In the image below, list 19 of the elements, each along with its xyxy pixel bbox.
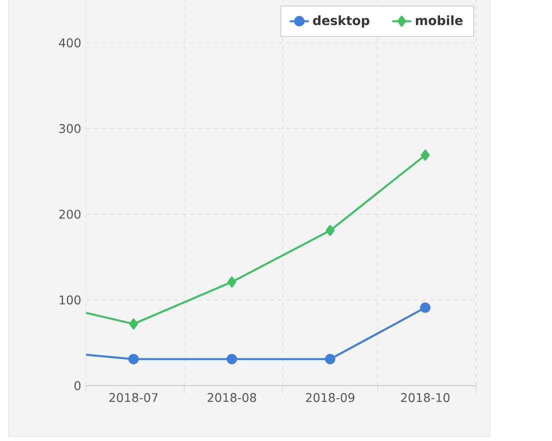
y-tick-label: 200 — [59, 210, 80, 219]
x-tick-label: 2018-08 — [208, 393, 256, 402]
point — [128, 354, 139, 364]
legend-label: mobile — [416, 15, 463, 26]
y-tick-label: 300 — [59, 124, 80, 134]
point — [226, 354, 238, 364]
y-tick-label: 0 — [74, 381, 80, 390]
legend-label: desktop — [313, 15, 370, 28]
point — [420, 150, 430, 161]
point — [324, 354, 336, 364]
point — [326, 225, 335, 236]
point — [129, 318, 138, 330]
x-tick-label: 2018-10 — [401, 393, 450, 402]
x-tick-label: 2018-09 — [306, 393, 354, 402]
y-tick-label: 100 — [60, 295, 80, 304]
point — [420, 302, 431, 313]
x-tick-label: 2018-07 — [109, 393, 158, 402]
y-tick-label: 400 — [58, 38, 80, 48]
point — [227, 276, 236, 288]
